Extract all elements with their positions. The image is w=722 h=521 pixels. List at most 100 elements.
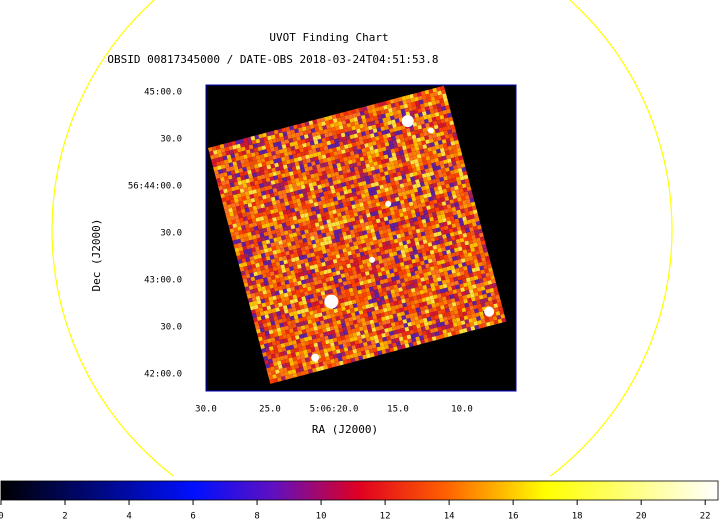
pixel [222,201,228,207]
pixel [339,252,345,258]
pixel [241,196,247,201]
pixel [316,196,322,202]
pixel [223,204,229,210]
pixel [312,181,318,187]
pixel [323,269,329,275]
pixel [346,263,352,269]
pixel [387,248,393,254]
pixel [253,209,259,215]
pixel [401,286,407,291]
pixel [282,177,288,182]
pixel [451,190,457,196]
pixel [258,212,264,218]
pixel [401,269,407,275]
pixel [336,162,342,168]
pixel [475,283,481,289]
pixel [478,311,484,317]
pixel [275,166,281,172]
pixel [367,311,373,317]
pixel [250,276,256,282]
pixel [436,214,442,220]
pixel [397,175,403,181]
colorbar-tick-label: 0 [0,512,4,521]
pixel [399,307,405,313]
pixel [434,157,440,163]
pixel [387,120,393,126]
pixel [286,176,291,181]
pixel [463,298,469,304]
pixel [286,287,292,293]
pixel [377,350,383,356]
pixel [374,243,380,249]
pixel [386,306,392,312]
pixel [433,215,438,221]
pixel [413,249,419,255]
pixel [404,186,410,191]
pixel [364,238,370,243]
pixel [440,259,446,265]
pixel [396,279,401,285]
pixel [457,246,463,252]
pixel [310,144,316,150]
pixel [327,239,333,245]
pixel [261,285,267,291]
pixel [312,152,318,158]
pixel [397,270,403,276]
pixel [238,246,244,252]
pixel [378,118,384,124]
pixel [270,287,275,293]
pixel [264,140,270,146]
pixel [319,287,325,293]
pixel [237,180,243,186]
pixel [347,312,352,318]
pixel [415,336,421,342]
pixel [352,208,358,214]
pixel [449,153,455,159]
pixel [282,131,288,137]
pixel [265,334,271,340]
pixel [239,171,245,177]
pixel [431,100,437,106]
pixel [341,355,347,361]
pixel [277,145,283,150]
pixel [279,293,285,299]
pixel [339,128,345,134]
pixel [445,216,451,222]
pixel [488,300,494,306]
pixel [303,336,309,342]
pixel [420,136,426,142]
pixel [329,263,335,269]
pixel [301,358,306,364]
pixel [316,321,321,327]
pixel [361,118,367,124]
pixel [434,111,440,117]
pixel [368,286,374,292]
pixel [357,227,363,233]
pixel [416,278,422,283]
pixel [337,278,343,284]
pixel [422,301,428,307]
pixel [328,119,334,125]
pixel [376,234,381,240]
pixel [328,148,334,154]
pixel [216,165,222,171]
pixel [303,320,309,326]
pixel [283,213,289,219]
pixel [358,247,364,253]
pixel [305,344,311,350]
pixel [351,109,356,115]
pixel [261,145,267,151]
pixel [435,161,441,167]
pixel [470,201,476,207]
pixel [338,186,344,192]
pixel [486,259,491,265]
pixel [263,355,269,361]
pixel [280,247,286,253]
pixel [294,285,300,291]
pixel [321,183,326,189]
pixel [436,181,442,187]
x-tick-label: 25.0 [259,405,281,415]
pixel [296,214,302,220]
pixel [488,316,494,322]
pixel [418,190,424,196]
